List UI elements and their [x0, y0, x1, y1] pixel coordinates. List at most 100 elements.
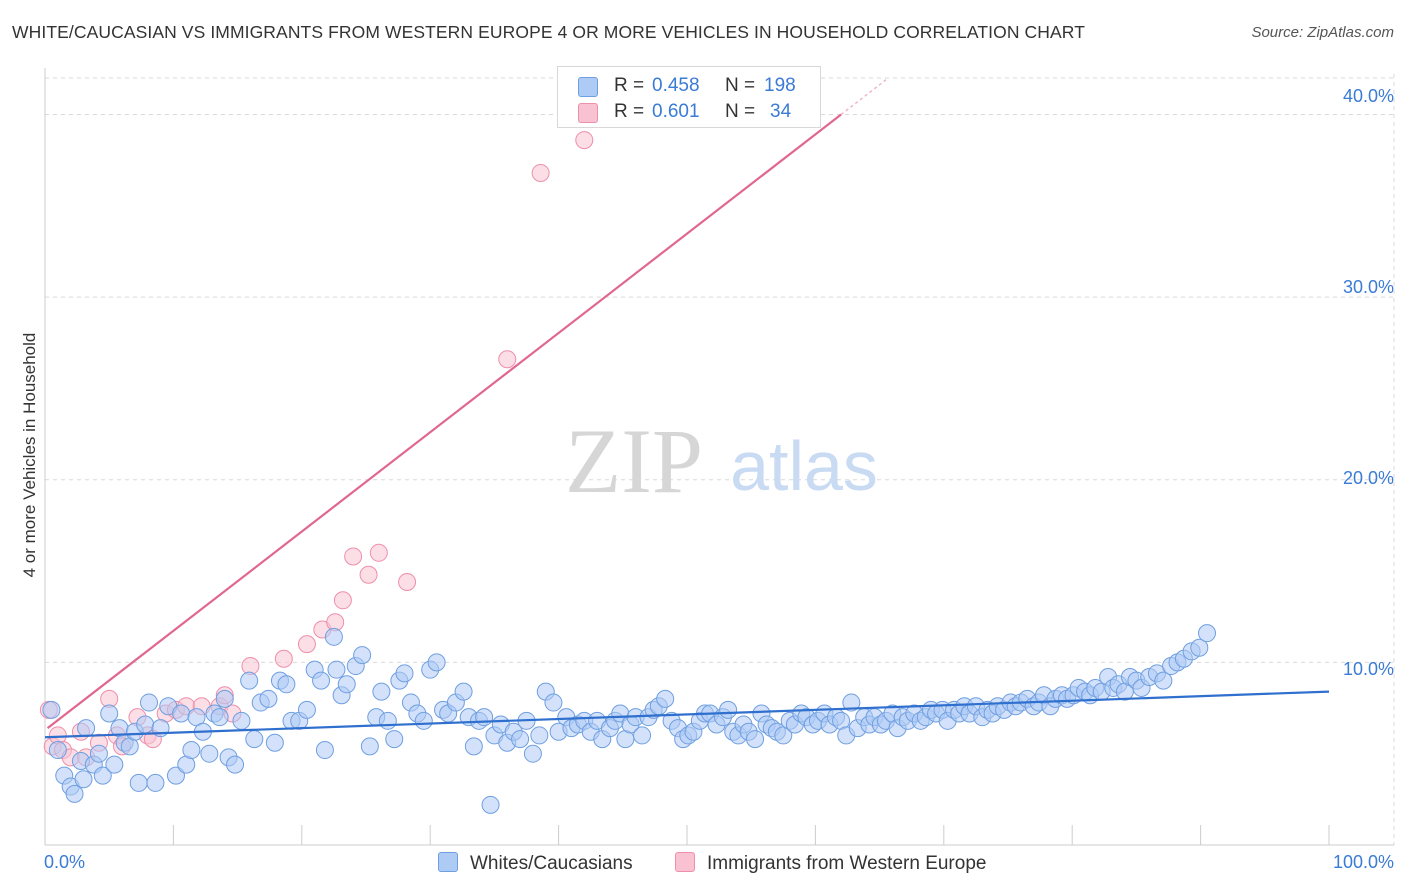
point-whites — [245, 730, 264, 749]
point-whites — [530, 726, 549, 745]
point-whites — [182, 741, 201, 760]
point-whites — [1198, 624, 1217, 643]
point-whites — [146, 773, 165, 792]
point-whites — [464, 737, 483, 756]
legend-swatch-immigrants — [578, 103, 598, 123]
point-whites — [297, 700, 316, 719]
legend-n-label: N = — [725, 75, 756, 96]
trend-lines — [44, 79, 1330, 739]
point-whites — [215, 689, 234, 708]
point-whites — [166, 766, 185, 785]
y-tick-label: 30.0% — [1342, 277, 1394, 297]
point-whites — [240, 671, 259, 690]
y-tick-label: 40.0% — [1342, 86, 1394, 106]
point-whites — [746, 730, 765, 749]
point-whites — [337, 675, 356, 694]
point-whites — [633, 726, 652, 745]
point-whites — [100, 704, 119, 723]
legend-r-label: R = — [614, 101, 645, 122]
trend-line-whites — [44, 690, 1330, 739]
legend-r-value-immigrants: 0.601 — [652, 101, 700, 122]
bottom-legend-swatch-immigrants — [675, 852, 695, 872]
point-whites — [65, 784, 84, 803]
point-whites — [385, 730, 404, 749]
bottom-legend-whites: Whites/Caucasians — [438, 852, 633, 876]
point-whites — [226, 755, 245, 774]
point-whites — [475, 708, 494, 727]
point-immigrants — [575, 131, 594, 150]
point-whites — [719, 700, 738, 719]
point-whites — [89, 744, 108, 763]
source-label: Source: ZipAtlas.com — [1251, 24, 1394, 41]
watermark-zip: ZIP — [565, 410, 703, 512]
trend-line-immigrants-extension — [840, 79, 887, 116]
point-whites — [315, 741, 334, 760]
legend: R = 0.458 N = 198 R = 0.601 N = 34 — [557, 66, 821, 128]
point-whites — [360, 737, 379, 756]
series-whites-points — [42, 624, 1217, 814]
point-whites — [378, 711, 397, 730]
point-whites — [544, 693, 563, 712]
point-whites — [395, 664, 414, 683]
point-whites — [140, 693, 159, 712]
point-whites — [511, 730, 530, 749]
point-whites — [372, 682, 391, 701]
point-whites — [172, 704, 191, 723]
point-whites — [77, 719, 96, 738]
point-whites — [1154, 671, 1173, 690]
point-immigrants — [398, 573, 417, 592]
point-whites — [259, 689, 278, 708]
bottom-legend-label-whites: Whites/Caucasians — [470, 853, 633, 874]
point-whites — [74, 770, 93, 789]
point-whites — [129, 773, 148, 792]
x-tick-label: 0.0% — [44, 852, 86, 872]
point-whites — [481, 795, 500, 814]
point-whites — [312, 671, 331, 690]
bottom-legend-swatch-whites — [438, 852, 458, 872]
point-whites — [136, 715, 155, 734]
y-tick-label: 10.0% — [1342, 659, 1394, 679]
trend-line-immigrants — [46, 113, 842, 729]
point-immigrants — [531, 163, 550, 182]
point-whites — [200, 744, 219, 763]
point-whites — [1190, 638, 1209, 657]
point-immigrants — [344, 547, 363, 566]
point-whites — [454, 682, 473, 701]
point-whites — [232, 711, 251, 730]
point-whites — [277, 675, 296, 694]
point-whites — [656, 689, 675, 708]
point-whites — [427, 653, 446, 672]
point-immigrants — [359, 565, 378, 584]
watermark-atlas: atlas — [730, 427, 878, 505]
point-whites — [327, 660, 346, 679]
legend-n-value-whites: 198 — [764, 75, 796, 96]
point-whites — [324, 627, 343, 646]
bottom-legend-immigrants: Immigrants from Western Europe — [675, 852, 986, 876]
legend-n-value-immigrants: 34 — [770, 101, 792, 122]
point-immigrants — [297, 635, 316, 654]
watermark: ZIP atlas — [565, 410, 878, 512]
point-whites — [353, 646, 372, 665]
legend-n-label: N = — [725, 101, 756, 122]
point-whites — [414, 711, 433, 730]
point-immigrants — [274, 649, 293, 668]
point-whites — [42, 700, 61, 719]
point-whites — [842, 693, 861, 712]
point-whites — [523, 744, 542, 763]
point-immigrants — [369, 543, 388, 562]
point-whites — [105, 755, 124, 774]
legend-r-value-whites: 0.458 — [652, 75, 700, 96]
point-immigrants — [498, 350, 517, 369]
chart-title: WHITE/CAUCASIAN VS IMMIGRANTS FROM WESTE… — [12, 22, 1085, 42]
point-whites — [48, 741, 67, 760]
y-tick-label: 20.0% — [1342, 468, 1394, 488]
point-whites — [93, 766, 112, 785]
point-whites — [210, 708, 229, 727]
legend-swatch-whites — [578, 77, 598, 97]
legend-r-label: R = — [614, 75, 645, 96]
bottom-legend-label-immigrants: Immigrants from Western Europe — [707, 853, 987, 874]
x-tick-label: 100.0% — [1332, 852, 1394, 872]
point-immigrants — [333, 591, 352, 610]
point-whites — [265, 733, 284, 752]
